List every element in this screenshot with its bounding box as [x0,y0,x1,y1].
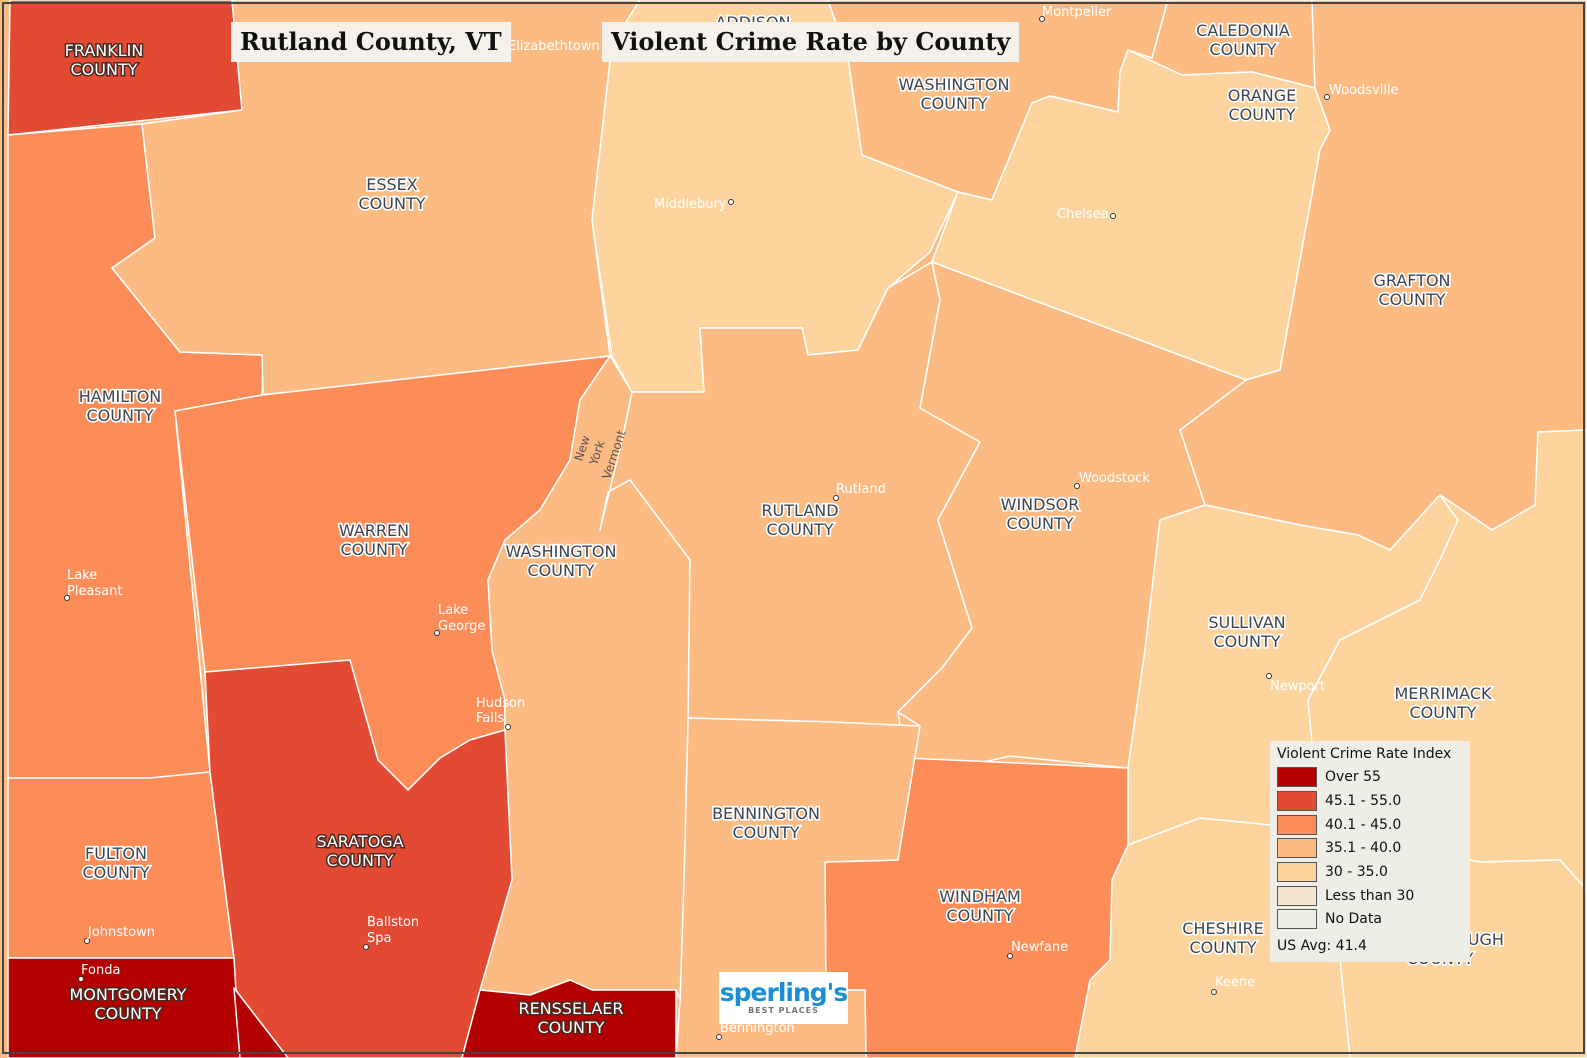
city-lake-george-2: George [438,619,485,634]
legend-label: 40.1 - 45.0 [1325,817,1402,833]
label-merrimack: MERRIMACK COUNTY [1395,684,1493,722]
legend-title: Violent Crime Rate Index [1277,746,1452,762]
label-caledonia: CALEDONIA COUNTY [1196,21,1290,59]
label-orange: ORANGE COUNTY [1228,86,1296,124]
label-cheshire: CHESHIRE COUNTY [1182,919,1263,957]
city-woodsville: Woodsville [1329,83,1399,98]
legend-swatch [1277,791,1317,811]
city-johnstown: Johnstown [87,925,155,940]
city-middlebury: Middlebury [654,197,727,212]
legend-label: 45.1 - 55.0 [1325,793,1402,809]
city-ballston-spa-2: Spa [367,931,391,946]
city-bennington: Bennington [720,1021,795,1036]
legend-label: Less than 30 [1325,888,1415,904]
label-fulton: FULTON COUNTY [83,844,150,882]
label-rutland: RUTLAND COUNTY [761,501,838,539]
city-hudson-falls-2: Falls [476,711,504,726]
city-lake-george-1: Lake [438,603,468,618]
city-newport: Newport [1270,679,1325,694]
map-title: Violent Crime Rate by County [602,22,1020,62]
county-montgomery [7,957,241,1058]
label-windsor: WINDSOR COUNTY [1001,495,1080,533]
city-hudson-falls-1: Hudson [476,696,525,711]
label-rensselaer: RENSSELAER COUNTY [518,999,623,1037]
label-saratoga: SARATOGA COUNTY [316,832,403,870]
label-bennington: BENNINGTON COUNTY [712,804,820,842]
label-montgomery: MONTGOMERY COUNTY [70,985,187,1023]
city-woodstock: Woodstock [1079,471,1150,486]
city-fonda: Fonda [81,963,120,978]
legend-label: Over 55 [1325,769,1381,785]
city-lake-pleasant-2: Pleasant [67,584,123,599]
county-rensselaer [461,979,677,1058]
label-hamilton: HAMILTON COUNTY [79,387,162,425]
logo-brand: sperling's [719,978,848,1007]
legend-swatch [1277,815,1317,835]
legend-label: 30 - 35.0 [1325,864,1388,880]
logo-subtitle: BEST PLACES [748,1006,819,1015]
legend-swatch [1277,767,1317,787]
label-washington-vt: WASHINGTON COUNTY [899,75,1010,113]
legend-swatch [1277,862,1317,882]
legend-swatch [1277,909,1317,929]
label-windham: WINDHAM COUNTY [939,887,1021,925]
city-markers: Montpelier Elizabethtown Woodsville Midd… [64,5,1399,1040]
city-montpelier: Montpelier [1042,5,1112,20]
label-grafton: GRAFTON COUNTY [1373,271,1450,309]
legend-us-average: US Avg: 41.4 [1277,938,1367,954]
city-elizabethtown: Elizabethtown [508,39,600,54]
legend-label: 35.1 - 40.0 [1325,840,1402,856]
city-rutland: Rutland [836,482,886,497]
city-chelsea: Chelsea [1057,207,1109,222]
place-title: Rutland County, VT [231,22,511,62]
label-franklin: FRANKLIN COUNTY [65,41,144,79]
city-keene: Keene [1215,975,1255,990]
city-ballston-spa-1: Ballston [367,915,419,930]
city-newfane: Newfane [1011,940,1068,955]
legend-label: No Data [1325,911,1382,927]
county-schenectady [233,987,289,1058]
label-essex: ESSEX COUNTY [359,175,426,213]
sperlings-logo[interactable]: sperling's BEST PLACES [719,972,848,1024]
label-sullivan: SULLIVAN COUNTY [1208,613,1285,651]
label-warren: WARREN COUNTY [339,521,409,559]
legend-swatch [1277,886,1317,906]
label-washington-ny: WASHINGTON COUNTY [506,542,617,580]
legend-swatch [1277,838,1317,858]
city-lake-pleasant-1: Lake [67,568,97,583]
legend: Violent Crime Rate Index Over 55 45.1 - … [1270,741,1470,962]
